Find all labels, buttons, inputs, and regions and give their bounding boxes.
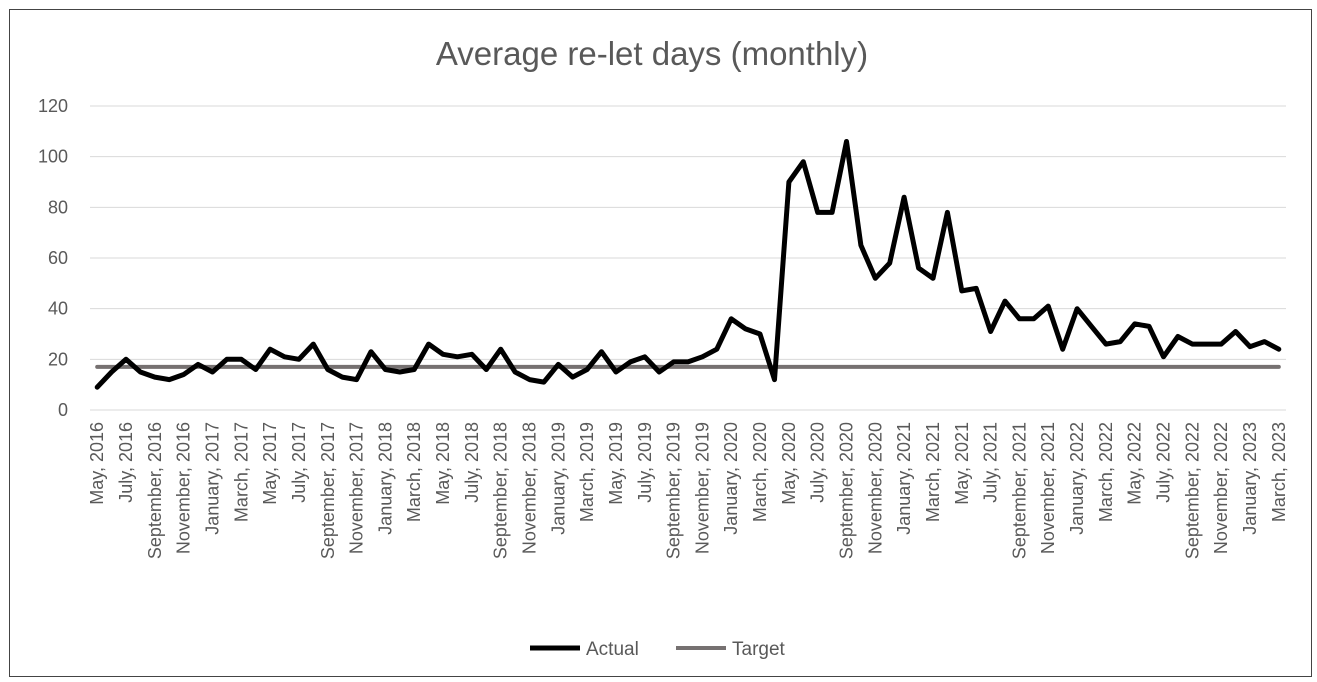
y-tick-label: 80 xyxy=(48,197,68,217)
y-tick-label: 100 xyxy=(38,147,68,167)
x-tick-label: September, 2020 xyxy=(837,422,857,559)
legend-label-actual: Actual xyxy=(586,639,639,660)
x-tick-label: March, 2023 xyxy=(1269,422,1289,522)
x-tick-label: March, 2020 xyxy=(750,422,770,522)
x-tick-label: July, 2017 xyxy=(289,422,309,503)
x-tick-label: January, 2021 xyxy=(894,422,914,535)
x-tick-label: May, 2017 xyxy=(260,422,280,505)
x-tick-label: September, 2022 xyxy=(1182,422,1202,559)
x-tick-label: May, 2022 xyxy=(1125,422,1145,505)
x-tick-label: September, 2018 xyxy=(491,422,511,559)
line-chart: Average re-let days (monthly) 0 20 40 60 80 1… xyxy=(38,35,1289,660)
y-tick-label: 20 xyxy=(48,349,68,369)
x-tick-label: January, 2017 xyxy=(202,422,222,535)
x-tick-label: November, 2020 xyxy=(865,422,885,554)
x-tick-label: May, 2021 xyxy=(952,422,972,505)
x-tick-label: March, 2018 xyxy=(404,422,424,522)
chart-title: Average re-let days (monthly) xyxy=(436,35,868,72)
x-tick-label: January, 2019 xyxy=(548,422,568,535)
x-tick-label: May, 2016 xyxy=(87,422,107,505)
series-line-actual xyxy=(94,139,1282,390)
x-tick-label: July, 2021 xyxy=(981,422,1001,503)
x-tick-label: March, 2017 xyxy=(231,422,251,522)
x-tick-label: November, 2018 xyxy=(519,422,539,554)
x-tick-label: September, 2019 xyxy=(664,422,684,559)
x-tick-label: November, 2022 xyxy=(1211,422,1231,554)
x-tick-label: May, 2018 xyxy=(433,422,453,505)
y-tick-label: 0 xyxy=(58,400,68,420)
x-tick-label: July, 2018 xyxy=(462,422,482,503)
x-tick-label: January, 2018 xyxy=(375,422,395,535)
x-tick-label: November, 2016 xyxy=(174,422,194,554)
x-tick-label: July, 2022 xyxy=(1154,422,1174,503)
x-tick-label: July, 2019 xyxy=(635,422,655,503)
x-axis-ticks: May, 2016 July, 2016 September, 2016 Novemb… xyxy=(87,422,1289,559)
x-tick-label: March, 2019 xyxy=(577,422,597,522)
y-tick-label: 120 xyxy=(38,96,68,116)
y-axis-ticks: 0 20 40 60 80 100 120 xyxy=(38,96,68,420)
x-tick-label: September, 2016 xyxy=(145,422,165,559)
x-tick-label: March, 2021 xyxy=(923,422,943,522)
x-tick-label: July, 2016 xyxy=(116,422,136,503)
x-tick-label: November, 2019 xyxy=(692,422,712,554)
x-tick-label: September, 2021 xyxy=(1009,422,1029,559)
x-tick-label: January, 2022 xyxy=(1067,422,1087,535)
series-lines xyxy=(94,139,1282,390)
x-tick-label: September, 2017 xyxy=(318,422,338,559)
x-tick-label: May, 2019 xyxy=(606,422,626,505)
x-tick-label: January, 2020 xyxy=(721,422,741,535)
x-tick-label: January, 2023 xyxy=(1240,422,1260,535)
y-tick-label: 40 xyxy=(48,299,68,319)
x-tick-label: May, 2020 xyxy=(779,422,799,505)
y-tick-label: 60 xyxy=(48,248,68,268)
x-tick-label: March, 2022 xyxy=(1096,422,1116,522)
x-tick-label: July, 2020 xyxy=(808,422,828,503)
x-tick-label: November, 2017 xyxy=(347,422,367,554)
legend-label-target: Target xyxy=(732,639,786,660)
x-tick-label: November, 2021 xyxy=(1038,422,1058,554)
legend: Actual Target xyxy=(530,639,786,660)
chart-frame: Average re-let days (monthly) 0 20 40 60 80 1… xyxy=(9,9,1312,677)
